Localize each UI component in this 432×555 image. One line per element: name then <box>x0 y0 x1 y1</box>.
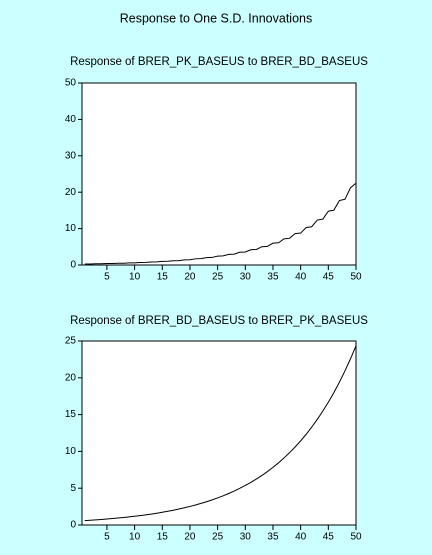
x-tick-label: 45 <box>323 272 335 283</box>
y-tick-label: 0 <box>70 260 76 271</box>
x-tick-label: 25 <box>212 272 224 283</box>
page-title: Response to One S.D. Innovations <box>120 11 312 25</box>
y-tick-label: 10 <box>65 223 77 234</box>
y-tick-label: 50 <box>65 78 77 89</box>
x-tick-label: 50 <box>350 532 362 543</box>
x-tick-label: 30 <box>240 272 252 283</box>
x-tick-label: 20 <box>184 272 196 283</box>
y-tick-label: 15 <box>65 409 77 420</box>
y-tick-label: 10 <box>65 446 77 457</box>
y-tick-label: 20 <box>65 187 77 198</box>
x-tick-label: 5 <box>104 532 110 543</box>
x-tick-label: 10 <box>129 272 141 283</box>
line <box>84 182 357 265</box>
x-tick-label: 15 <box>157 532 169 543</box>
x-tick-label: 15 <box>157 272 169 283</box>
y-tick-label: 20 <box>65 372 77 383</box>
x-tick-label: 45 <box>323 532 335 543</box>
x-tick-label: 25 <box>212 532 224 543</box>
plot-area <box>81 340 357 526</box>
x-tick-label: 30 <box>240 532 252 543</box>
x-tick-label: 5 <box>104 272 110 283</box>
y-tick-label: 30 <box>65 150 77 161</box>
chart-title: Response of BRER_BD_BASEUS to BRER_PK_BA… <box>70 315 368 327</box>
x-tick-label: 35 <box>267 532 279 543</box>
x-tick-label: 10 <box>129 532 141 543</box>
plot-area <box>81 82 357 266</box>
y-tick-label: 25 <box>65 336 77 347</box>
x-tick-label: 50 <box>350 272 362 283</box>
y-tick-label: 40 <box>65 114 77 125</box>
x-tick-label: 20 <box>184 532 196 543</box>
chart-title: Response of BRER_PK_BASEUS to BRER_BD_BA… <box>70 56 368 68</box>
x-tick-label: 40 <box>295 272 307 283</box>
y-tick-label: 5 <box>70 483 76 494</box>
x-tick-label: 35 <box>267 272 279 283</box>
x-tick-label: 40 <box>295 532 307 543</box>
line <box>84 345 357 522</box>
y-tick-label: 0 <box>70 520 76 531</box>
